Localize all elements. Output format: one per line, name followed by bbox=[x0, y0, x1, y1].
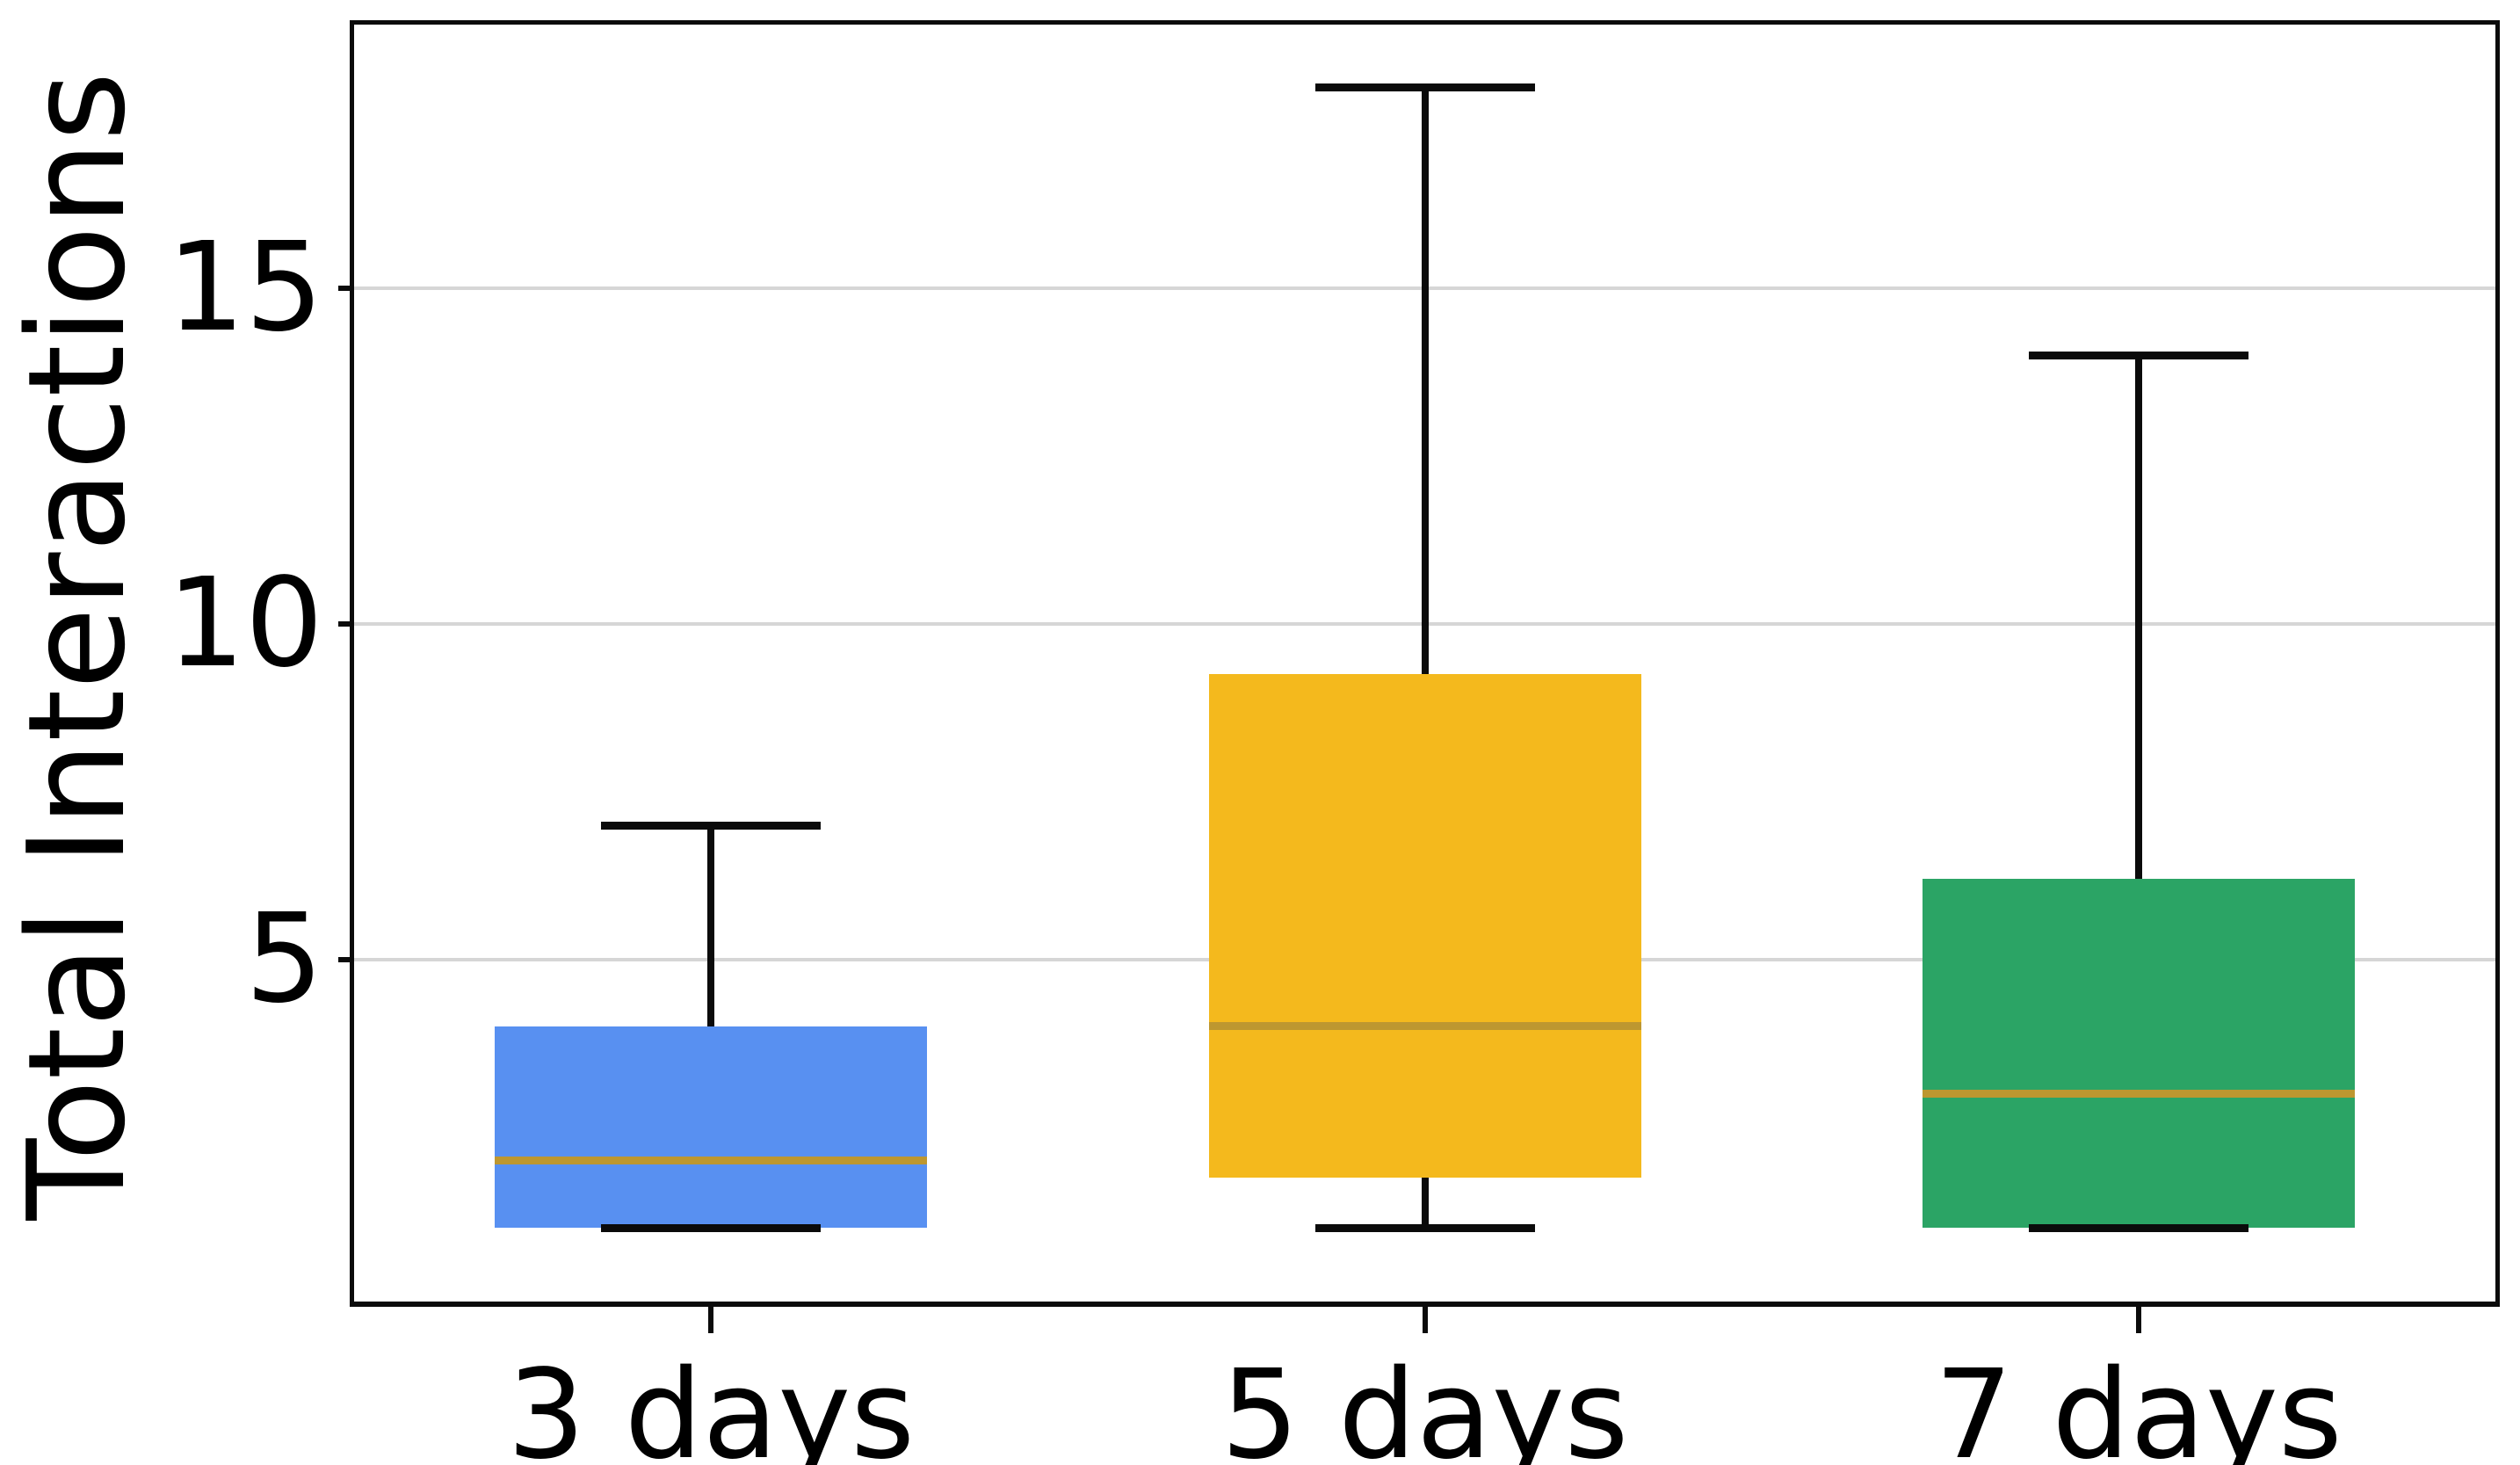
whisker-cap-bottom-3-days bbox=[601, 1224, 822, 1232]
median-line-3-days bbox=[495, 1157, 928, 1165]
x-tick-label-5-days: 5 days bbox=[1220, 1344, 1629, 1465]
left-spine bbox=[350, 20, 354, 1307]
y-tick-mark bbox=[338, 620, 354, 627]
box-rect-5-days bbox=[1208, 674, 1641, 1178]
whisker-cap-top-3-days bbox=[601, 821, 822, 830]
x-tick-mark-7-days bbox=[2135, 1307, 2141, 1333]
whisker-line-5-days bbox=[1421, 87, 1429, 1228]
whisker-cap-top-7-days bbox=[2028, 352, 2248, 360]
whisker-cap-bottom-5-days bbox=[1314, 1224, 1535, 1232]
whisker-cap-top-5-days bbox=[1314, 83, 1535, 91]
box-rect-3-days bbox=[495, 1026, 928, 1228]
x-tick-label-3-days: 3 days bbox=[507, 1344, 916, 1465]
box-rect-7-days bbox=[1922, 878, 2355, 1228]
plot-area bbox=[350, 20, 2500, 1307]
y-tick-label: 5 bbox=[244, 887, 323, 1031]
x-tick-mark-3-days bbox=[708, 1307, 714, 1333]
bottom-spine bbox=[350, 1302, 2500, 1307]
x-tick-label-7-days: 7 days bbox=[1934, 1344, 2343, 1465]
y-tick-label: 10 bbox=[166, 551, 323, 695]
whisker-line-7-days bbox=[2134, 355, 2142, 1228]
median-line-7-days bbox=[1922, 1089, 2355, 1098]
median-line-5-days bbox=[1208, 1022, 1641, 1031]
y-tick-mark bbox=[338, 286, 354, 292]
y-tick-label: 15 bbox=[166, 216, 323, 360]
y-tick-mark bbox=[338, 956, 354, 962]
right-spine bbox=[2495, 20, 2500, 1307]
x-tick-mark-5-days bbox=[1422, 1307, 1428, 1333]
whisker-cap-bottom-7-days bbox=[2028, 1224, 2248, 1232]
top-spine bbox=[350, 20, 2500, 25]
